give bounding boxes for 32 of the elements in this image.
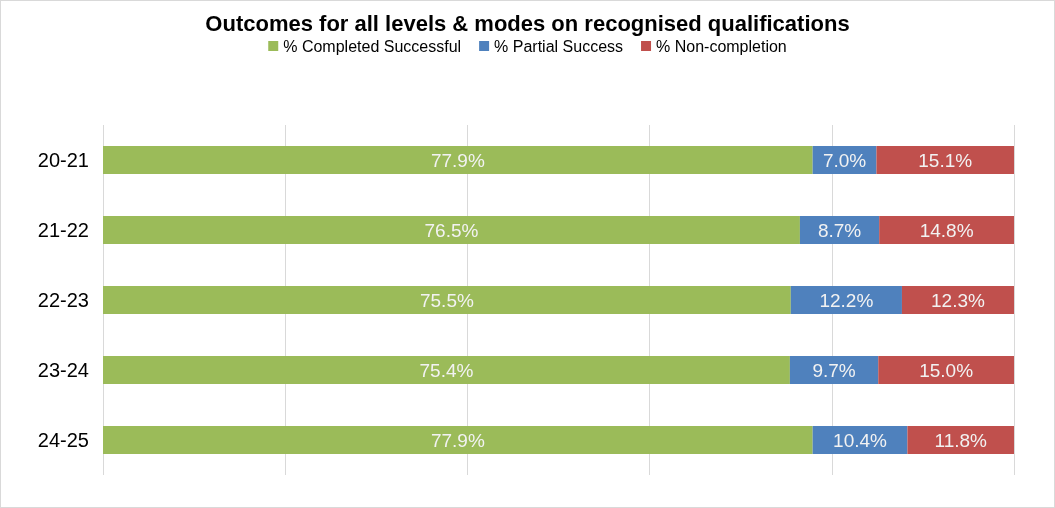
data-label: 77.9% xyxy=(430,429,485,451)
bar xyxy=(103,216,800,244)
data-label: 7.0% xyxy=(822,149,867,171)
y-tick-label: 24-25 xyxy=(37,429,89,451)
y-tick-label: 21-22 xyxy=(37,219,89,241)
data-label: 77.9% xyxy=(430,149,485,171)
data-label: 10.4% xyxy=(833,429,888,451)
data-label: 8.7% xyxy=(817,219,862,241)
bar xyxy=(103,356,790,384)
data-label: 15.1% xyxy=(918,149,973,171)
y-tick-label: 20-21 xyxy=(37,149,89,171)
bar xyxy=(103,286,791,314)
y-tick-label: 22-23 xyxy=(37,289,89,311)
chart-title: Outcomes for all levels & modes on recognised qualifications xyxy=(205,10,850,36)
bar xyxy=(878,356,1014,384)
data-label: 75.4% xyxy=(419,359,474,381)
data-label: 11.8% xyxy=(934,429,988,451)
bar xyxy=(876,146,1014,174)
data-label: 76.5% xyxy=(424,219,479,241)
data-label: 75.5% xyxy=(419,289,474,311)
data-label: 14.8% xyxy=(919,219,974,241)
data-label: 9.7% xyxy=(812,359,856,381)
legend-label: % Non-completion xyxy=(656,37,787,55)
legend-label: % Partial Success xyxy=(494,37,624,55)
legend-label: % Completed Successful xyxy=(283,37,462,55)
data-label: 12.3% xyxy=(931,289,986,311)
bar xyxy=(879,216,1014,244)
y-tick-label: 23-24 xyxy=(37,359,89,381)
bar xyxy=(103,146,813,174)
data-label: 12.2% xyxy=(819,289,874,311)
bar xyxy=(103,426,813,454)
data-label: 15.0% xyxy=(919,359,974,381)
